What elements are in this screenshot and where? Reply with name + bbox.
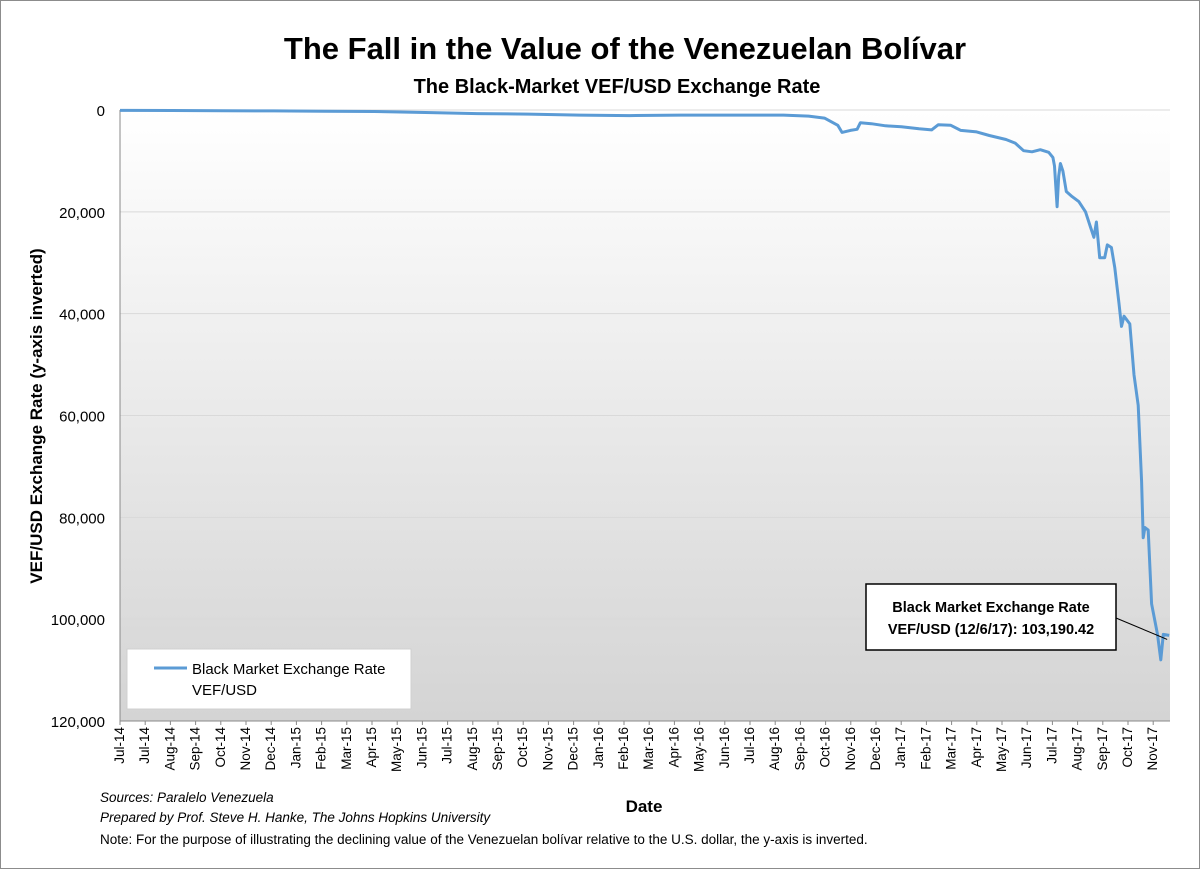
x-tick-label: Mar-17 (944, 727, 959, 770)
chart-title: The Fall in the Value of the Venezuelan … (284, 31, 966, 66)
x-tick-label: Mar-16 (641, 727, 656, 770)
annotation-value: VEF/USD (12/6/17): 103,190.42 (888, 622, 1094, 638)
chart-subtitle: The Black-Market VEF/USD Exchange Rate (414, 76, 821, 98)
y-axis-label: VEF/USD Exchange Rate (y-axis inverted) (27, 248, 46, 583)
x-tick-label: Dec-15 (566, 727, 581, 771)
x-tick-label: Jul-14 (137, 727, 152, 764)
x-tick-label: Nov-14 (238, 727, 253, 771)
x-tick-label: Sep-17 (1095, 727, 1110, 771)
x-tick-label: Oct-16 (818, 727, 833, 768)
y-tick-label: 100,000 (51, 612, 105, 629)
x-tick-label: Jun-15 (414, 727, 429, 768)
legend-label: VEF/USD (192, 682, 257, 699)
x-tick-label: Sep-16 (792, 727, 807, 771)
x-tick-label: Apr-15 (364, 727, 379, 768)
prepared-by-note: Prepared by Prof. Steve H. Hanke, The Jo… (100, 810, 491, 825)
x-tick-label: Feb-15 (314, 727, 329, 770)
x-tick-label: Oct-15 (515, 727, 530, 768)
x-tick-label: Jul-16 (742, 727, 757, 764)
y-tick-label: 60,000 (59, 409, 105, 426)
x-tick-label: Oct-14 (213, 727, 228, 768)
annotation-label: Black Market Exchange Rate (892, 600, 1089, 616)
x-tick-label: Jan-17 (893, 727, 908, 768)
x-tick-label: Aug-17 (1070, 727, 1085, 771)
y-tick-label: 120,000 (51, 714, 105, 731)
y-tick-label: 20,000 (59, 205, 105, 222)
x-tick-label: May-15 (389, 727, 404, 772)
annotation-leader-line (1115, 617, 1168, 640)
x-tick-label: Dec-16 (868, 727, 883, 771)
y-tick-label: 80,000 (59, 510, 105, 527)
series-line-black-market-rate (119, 108, 1170, 662)
x-tick-label: Jun-16 (717, 727, 732, 768)
x-tick-label: Apr-17 (969, 727, 984, 768)
x-tick-label: Sep-15 (490, 727, 505, 771)
y-tick-label: 0 (97, 103, 105, 120)
x-tick-label: Aug-15 (465, 727, 480, 771)
x-tick-label: Jul-14 (112, 727, 127, 764)
x-tick-label: Nov-15 (540, 727, 555, 771)
x-tick-label: Nov-16 (843, 727, 858, 771)
x-tick-label: Jan-15 (288, 727, 303, 768)
x-tick-label: Feb-17 (918, 727, 933, 770)
x-tick-label: Jul-17 (1044, 727, 1059, 764)
x-tick-label: Aug-16 (767, 727, 782, 771)
x-tick-label: Mar-15 (339, 727, 354, 770)
x-tick-label: Oct-17 (1120, 727, 1135, 768)
x-tick-label: May-17 (994, 727, 1009, 772)
y-tick-label: 40,000 (59, 307, 105, 324)
legend-label: Black Market Exchange Rate (192, 661, 385, 678)
x-tick-label: Apr-16 (666, 727, 681, 768)
x-tick-label: May-16 (692, 727, 707, 772)
x-tick-label: Nov-17 (1145, 727, 1160, 771)
x-tick-label: Jul-15 (440, 727, 455, 764)
x-tick-label: Jun-17 (1019, 727, 1034, 768)
x-tick-label: Dec-14 (263, 727, 278, 771)
sources-note: Sources: Paralelo Venezuela (100, 790, 274, 805)
x-tick-label: Sep-14 (188, 727, 203, 771)
annotation-box (865, 583, 1117, 651)
legend-box (126, 648, 412, 710)
x-tick-label: Jan-16 (591, 727, 606, 768)
x-axis-label: Date (626, 797, 663, 816)
inverted-axis-note: Note: For the purpose of illustrating th… (100, 832, 868, 847)
x-tick-label: Feb-16 (616, 727, 631, 770)
x-tick-label: Aug-14 (162, 727, 177, 771)
